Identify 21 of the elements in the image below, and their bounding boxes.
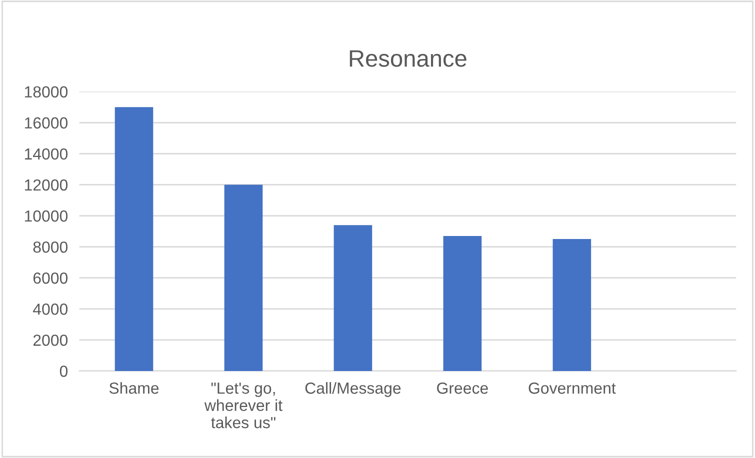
chart-title: Resonance	[350, 50, 466, 67]
x-tick-label: Greece	[437, 382, 488, 394]
bar	[334, 225, 372, 371]
y-tick-label: 0	[60, 366, 68, 377]
bar	[224, 184, 263, 371]
y-tick-label: 8000	[33, 241, 68, 253]
bar	[114, 107, 154, 371]
x-tick-label: Shame	[109, 382, 159, 394]
y-tick-label: 12000	[24, 179, 68, 191]
x-tick-label: Call/Message	[305, 382, 401, 397]
y-tick-label: 6000	[33, 272, 68, 284]
bar	[552, 239, 592, 371]
y-tick-label: 14000	[24, 148, 68, 160]
y-tick-label: 18000	[24, 86, 68, 98]
y-tick-label: 10000	[24, 210, 68, 222]
x-tick-label: "Let's go, wherever it takes us"	[204, 382, 282, 428]
y-tick-label: 2000	[33, 334, 68, 346]
bar	[443, 236, 482, 371]
y-tick-label: 16000	[24, 117, 68, 129]
y-tick-label: 4000	[33, 304, 68, 315]
x-tick-label: Government	[528, 382, 616, 394]
